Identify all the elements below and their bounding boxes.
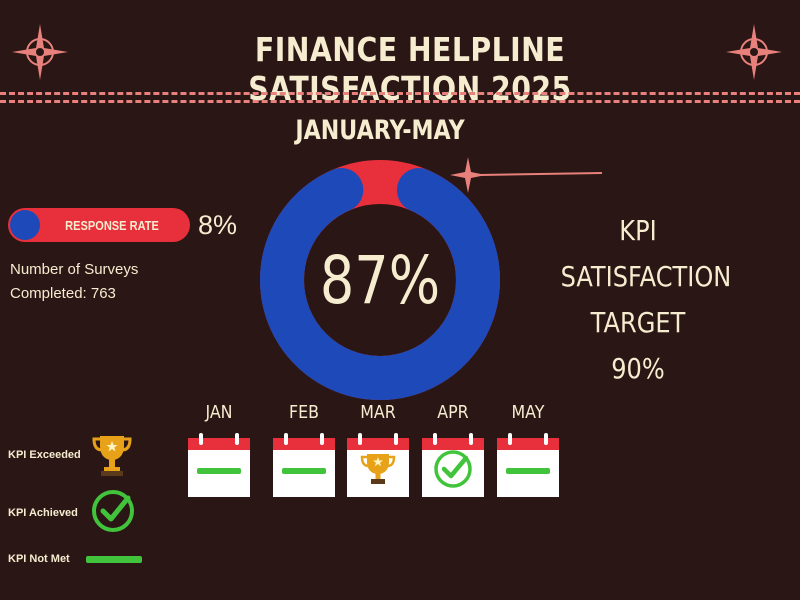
- calendar-icon: [346, 432, 410, 498]
- month-label: MAY: [511, 402, 545, 423]
- survey-count: Number of Surveys Completed: 763: [10, 258, 200, 306]
- response-rate-value: 8%: [198, 210, 238, 240]
- page-title: FINANCE HELPLINE SATISFACTION 2025: [248, 30, 572, 108]
- sparkle-line-icon: [450, 157, 603, 193]
- response-rate-label: RESPONSE RATE: [65, 218, 159, 233]
- calendar-icon: [187, 432, 251, 498]
- sparkle-star-icon: [12, 24, 68, 80]
- kpi-target: KPI SATISFACTION TARGET 90%: [560, 208, 732, 392]
- survey-count-line1: Number of Surveys: [10, 261, 139, 278]
- calendar-icon: [421, 432, 485, 498]
- survey-count-line2: Completed: 763: [10, 285, 116, 302]
- satisfaction-donut: 87%: [260, 160, 500, 400]
- month-label: JAN: [205, 402, 233, 423]
- sparkle-star-icon: [726, 24, 782, 80]
- check-circle-icon: [92, 490, 134, 532]
- legend-not-met-label: KPI Not Met: [8, 553, 70, 565]
- kpi-line1: KPI: [619, 214, 657, 247]
- legend-exceeded-label: KPI Exceeded: [8, 449, 81, 461]
- donut-fill: [260, 160, 500, 400]
- calendar-icon: [272, 432, 336, 498]
- divider: [0, 92, 800, 95]
- divider: [0, 100, 800, 103]
- calendar-icon: [496, 432, 560, 498]
- month-label: MAR: [360, 402, 396, 423]
- legend-achieved-label: KPI Achieved: [8, 507, 78, 519]
- kpi-line2: SATISFACTION: [560, 260, 732, 293]
- month-label: FEB: [288, 402, 319, 423]
- kpi-line3: TARGET 90%: [590, 306, 686, 385]
- satisfaction-value: 87%: [320, 243, 440, 320]
- period-label: JANUARY-MAY: [295, 115, 465, 146]
- trophy-icon: [92, 436, 132, 476]
- response-rate-marker: [10, 210, 40, 240]
- month-label: APR: [437, 402, 469, 423]
- green-bar-icon: [86, 556, 142, 563]
